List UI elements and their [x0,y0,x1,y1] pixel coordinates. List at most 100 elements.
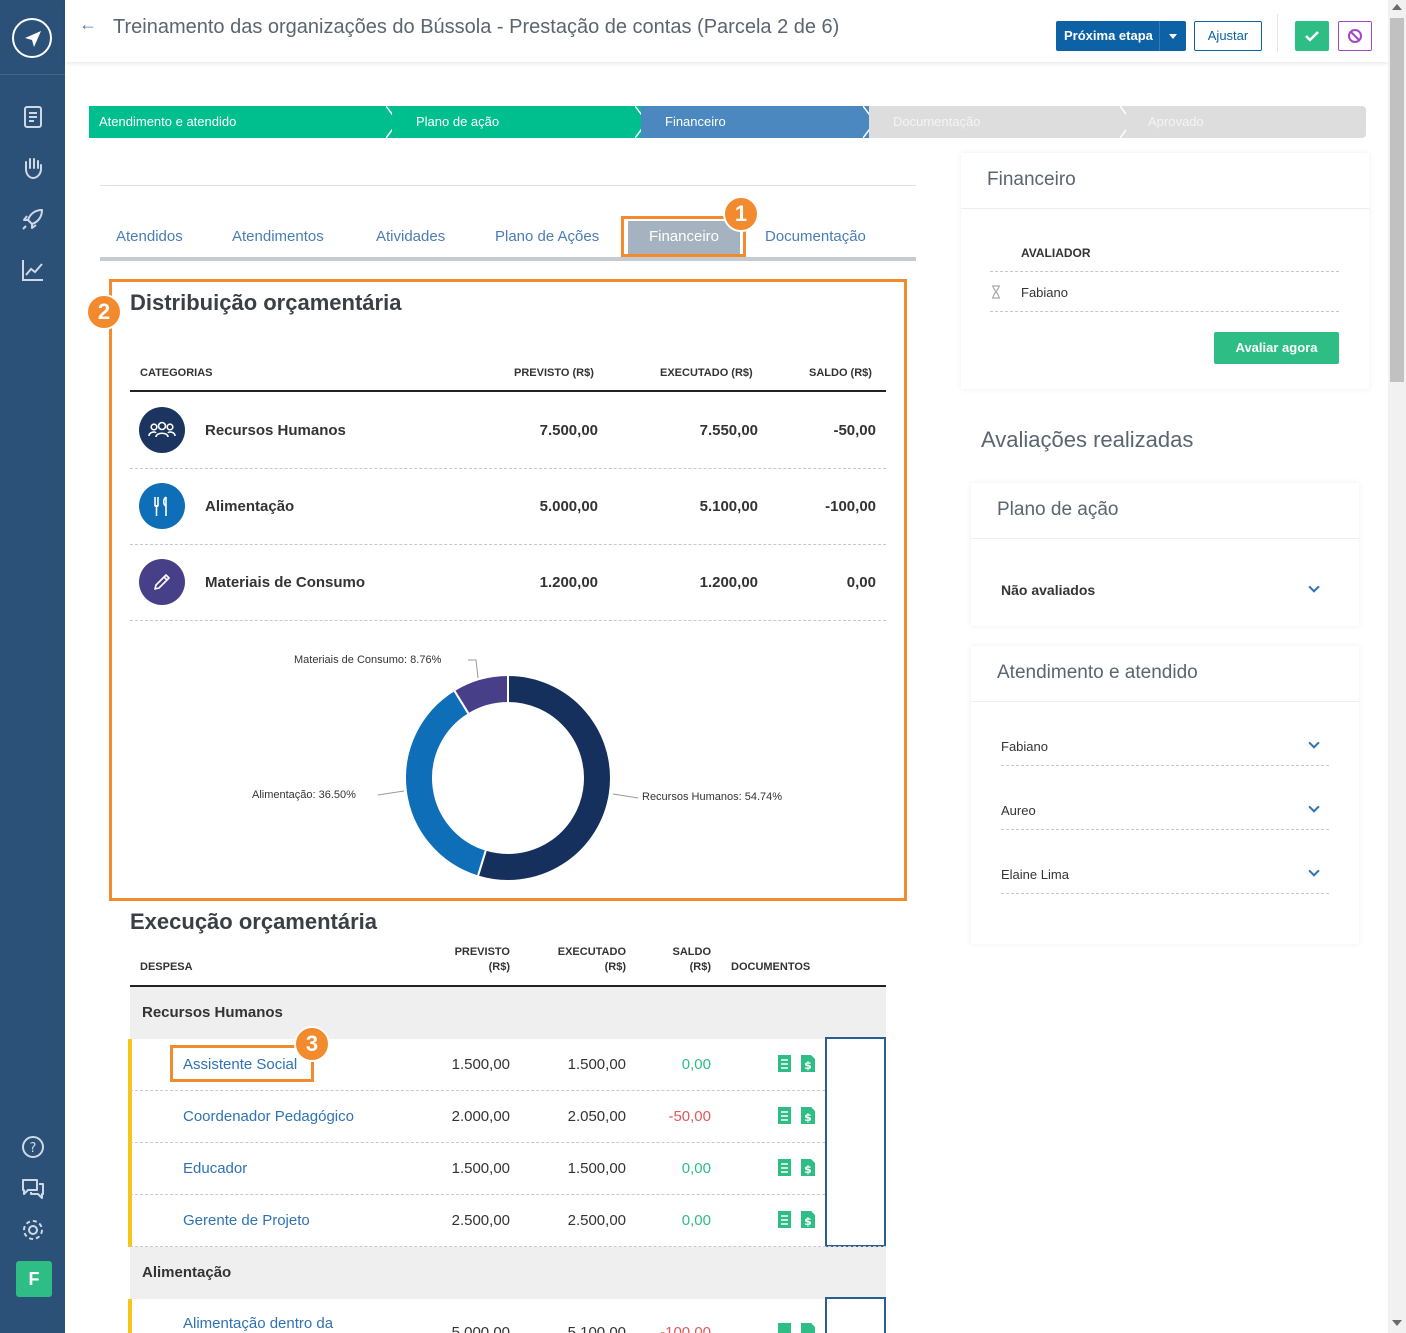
exp-executado: 1.500,00 [567,1160,626,1177]
avaliador-name: Fabiano [1021,285,1068,300]
executado-value: 7.550,00 [699,422,758,439]
documents-highlight [825,1037,886,1247]
executado-value: 5.100,00 [699,498,758,515]
category-name: Materiais de Consumo [205,574,366,591]
tab-financeiro[interactable]: Financeiro [628,221,740,255]
rocket-icon[interactable] [20,206,46,232]
col-exec-executado: EXECUTADO (R$) [557,946,626,973]
category-icon-rh [139,407,185,453]
group-row: Alimentação [130,1247,886,1299]
expense-link[interactable]: Coordenador Pedagógico [183,1108,354,1125]
chart-line-icon[interactable] [20,257,46,283]
hourglass-icon [992,285,1000,299]
plano-status[interactable]: Não avaliados [1001,582,1096,598]
scrollbar[interactable] [1388,0,1406,1333]
group-label: Alimentação [142,1264,232,1281]
receipt-icon[interactable]: $ [777,1106,817,1126]
expense-link[interactable]: Assistente Social [183,1056,298,1073]
chevron-down-icon[interactable] [1308,801,1320,813]
person-dropdown[interactable]: Aureo [1001,803,1036,818]
receipt-icon[interactable] [777,1322,817,1333]
documents-highlight [825,1297,886,1333]
gear-icon[interactable] [20,1217,46,1243]
annotation-box-3 [170,1045,314,1082]
help-icon[interactable]: ? [20,1134,46,1160]
saldo-value: 0,00 [846,574,876,591]
donut-label-alimentacao: Alimentação: 36.50% [252,789,356,801]
svg-text:$: $ [804,1215,812,1228]
app-logo[interactable] [12,18,52,58]
donut-label-rh: Recursos Humanos: 54.74% [642,791,783,803]
adjust-button[interactable]: Ajustar [1194,21,1262,51]
scroll-up-icon[interactable] [1392,4,1402,10]
reject-button[interactable] [1338,21,1372,51]
sidebar: ? F [0,0,65,1333]
saldo-value: -50,00 [833,422,876,439]
exp-saldo: -100,00 [660,1324,711,1333]
atendimento-card-title: Atendimento e atendido [997,662,1198,683]
user-avatar[interactable]: F [16,1261,52,1297]
back-arrow-icon[interactable]: ← [79,14,97,34]
svg-text:$: $ [804,1163,812,1176]
approve-button[interactable] [1295,21,1329,51]
donut-slice-materiais-de-consumo [452,673,509,716]
scroll-down-icon[interactable] [1392,1320,1402,1326]
annotation-box-1 [621,216,746,257]
person-dropdown[interactable]: Elaine Lima [1001,867,1069,882]
hand-heart-icon[interactable] [20,155,46,181]
step-aprovado[interactable]: Aprovado [1126,106,1366,138]
step-atendimento[interactable]: Atendimento e atendido [89,106,398,138]
evaluations-heading: Avaliações realizadas [981,427,1194,452]
category-name: Alimentação [205,498,295,515]
exp-saldo: -50,00 [668,1108,711,1125]
exp-executado: 5.100,00 [567,1324,626,1333]
header: ← Treinamento das organizações do Bússol… [65,0,1388,62]
document-icon[interactable] [20,104,46,130]
category-name: Recursos Humanos [205,422,346,439]
annotation-badge-1: 1 [723,196,759,232]
tab-atendimentos[interactable]: Atendimentos [232,228,324,245]
scroll-thumb[interactable] [1390,18,1404,382]
expense-link[interactable]: Educador [183,1160,248,1177]
step-financeiro[interactable]: Financeiro [641,106,875,138]
previsto-value: 7.500,00 [539,422,598,439]
chevron-down-icon[interactable] [1308,581,1320,593]
step-plano[interactable]: Plano de ação [392,106,647,138]
step-documentacao[interactable]: Documentação [869,106,1132,138]
tab-plano-acoes[interactable]: Plano de Ações [495,228,600,245]
tab-atendidos[interactable]: Atendidos [116,228,183,245]
executado-value: 1.200,00 [699,574,758,591]
exp-executado: 2.500,00 [567,1212,626,1229]
saldo-value: -100,00 [825,498,876,515]
person-dropdown[interactable]: Fabiano [1001,739,1048,754]
group-label: Recursos Humanos [142,1004,283,1021]
tab-atividades[interactable]: Atividades [376,228,446,245]
col-previsto: PREVISTO (R$) [514,367,594,379]
chevron-down-icon[interactable] [1308,865,1320,877]
exp-saldo: 0,00 [681,1160,711,1177]
check-icon [1305,31,1319,42]
chevron-down-icon[interactable] [1308,737,1320,749]
col-executado: EXECUTADO (R$) [660,367,753,379]
next-step-button[interactable]: Próxima etapa [1056,21,1186,51]
svg-text:?: ? [30,1141,37,1156]
col-exec-saldo: SALDO (R$) [672,946,712,973]
expense-link[interactable]: Gerente de Projeto [183,1212,310,1229]
evaluate-now-button[interactable]: Avaliar agora [1214,332,1339,364]
atendimento-card: Atendimento e atendido Fabiano Aureo Ela… [971,646,1359,944]
exp-previsto: 5.000,00 [451,1324,510,1333]
col-documentos: DOCUMENTOS [731,961,811,973]
avaliador-label: AVALIADOR [1021,246,1091,260]
compass-icon [25,31,41,47]
tab-documentacao[interactable]: Documentação [765,228,866,245]
donut-slice-recursos-humanos [476,673,612,882]
people-icon [148,421,176,438]
receipt-icon[interactable]: $ [777,1210,817,1230]
expense-link[interactable]: Alimentação dentro da [183,1315,334,1332]
donut-chart [404,673,612,882]
exp-previsto: 2.000,00 [451,1108,510,1125]
receipt-icon[interactable]: $ [777,1054,817,1074]
chat-icon[interactable] [20,1175,46,1201]
receipt-icon[interactable]: $ [777,1158,817,1178]
finance-card-title: Financeiro [987,169,1076,190]
